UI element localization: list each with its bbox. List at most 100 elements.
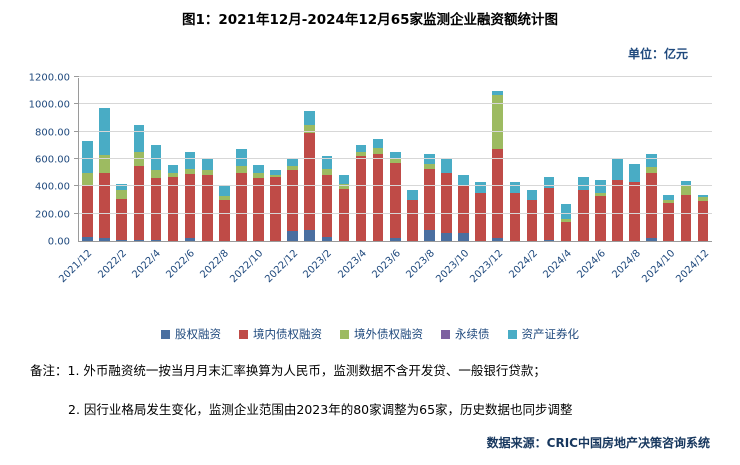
bar-segment <box>595 179 606 194</box>
bar-segment <box>560 204 572 220</box>
x-axis-label: 2023/8 <box>404 248 438 281</box>
bar-segment <box>304 111 316 125</box>
bar-segment <box>680 180 692 187</box>
x-axis-label: 2024/4 <box>541 248 575 281</box>
bar-2024/12 <box>697 194 709 241</box>
bar-2023/1 <box>304 111 316 241</box>
x-axis-label: 2023/10 <box>434 248 472 286</box>
bar-segment <box>321 236 333 241</box>
note-line-1: 备注：1. 外币融资统一按当月月末汇率换算为人民币，监测数据不含开发贷、一般银行… <box>30 363 546 378</box>
bar-segment <box>492 238 504 241</box>
legend-swatch <box>441 329 450 339</box>
y-axis-label: 1000.00 <box>28 99 70 111</box>
x-axis-label: 2022/10 <box>228 248 266 286</box>
bar-segment <box>372 138 384 149</box>
bar-segment <box>287 169 298 232</box>
bar-segment <box>99 154 110 173</box>
bar-2023/11 <box>475 182 487 241</box>
chart-legend: 股权融资 境内债权融资 境外债权融资 永续债 资产证券化 <box>0 326 740 342</box>
y-axis-label: 200.00 <box>35 209 70 221</box>
bar-segment <box>82 141 93 173</box>
bar-segment <box>543 176 555 188</box>
bar-segment <box>184 152 196 169</box>
legend-swatch <box>507 329 517 339</box>
legend-swatch <box>239 329 248 339</box>
bar-2024/1 <box>509 182 521 241</box>
y-tick <box>74 103 79 105</box>
x-axis-label: 2023/6 <box>370 248 403 281</box>
bar-segment <box>218 186 230 196</box>
gridline <box>79 212 712 214</box>
bar-segment <box>560 221 572 241</box>
bar-segment <box>646 153 657 168</box>
bar-segment <box>629 164 640 183</box>
gridline <box>79 185 712 187</box>
x-axis-label: 2021/12 <box>57 248 95 286</box>
bar-segment <box>116 239 128 241</box>
x-axis-label: 2024/12 <box>674 248 712 286</box>
legend-label: 永续债 <box>455 327 490 341</box>
gridline <box>79 76 712 77</box>
bar-segment <box>321 175 333 237</box>
x-axis-label: 2022/2 <box>95 248 129 281</box>
y-axis-label: 800.00 <box>35 127 70 139</box>
bars-container <box>79 78 712 241</box>
y-tick <box>74 158 79 159</box>
x-axis-label: 2023/12 <box>468 248 506 286</box>
y-tick <box>74 185 79 187</box>
bar-segment <box>287 231 298 241</box>
legend-swatch <box>161 329 170 339</box>
bar-segment <box>116 198 128 240</box>
bar-segment <box>338 183 350 190</box>
bar-segment <box>150 178 162 240</box>
y-tick <box>74 130 79 132</box>
bar-2024/2 <box>526 190 538 241</box>
bar-2022/7 <box>201 159 213 241</box>
bar-segment <box>167 164 179 173</box>
bar-segment <box>304 230 316 241</box>
bar-segment <box>150 145 162 170</box>
bar-segment <box>680 194 692 241</box>
chart-area: 0.00 200.00 400.00 600.00 800.00 1000.00 1200.… <box>12 70 724 308</box>
bar-segment <box>338 189 350 241</box>
legend-item: 股权融资 <box>161 326 221 342</box>
y-axis-label: 0.00 <box>47 236 70 248</box>
bar-2022/6 <box>184 152 196 241</box>
y-axis-label: 400.00 <box>35 181 70 193</box>
x-axis-label: 2022/12 <box>262 248 300 286</box>
bar-segment <box>133 165 145 240</box>
bar-segment <box>167 172 179 177</box>
bar-segment <box>338 175 350 184</box>
bar-2023/5 <box>372 138 384 241</box>
x-axis-label: 2024/10 <box>639 248 677 286</box>
bar-segment <box>646 238 657 241</box>
y-axis-label: 1200.00 <box>28 72 70 84</box>
bar-2024/5 <box>577 176 589 241</box>
bar-segment <box>526 190 538 200</box>
bar-2023/7 <box>407 190 418 241</box>
bar-segment <box>509 182 521 194</box>
bar-2022/12 <box>287 157 298 241</box>
bar-segment <box>441 172 452 233</box>
y-axis-label: 600.00 <box>35 154 70 166</box>
bar-segment <box>577 190 589 241</box>
bar-segment <box>389 152 401 160</box>
bar-segment <box>663 200 675 203</box>
bar-segment <box>184 168 196 175</box>
bar-2022/10 <box>253 164 264 241</box>
bar-segment <box>492 94 504 150</box>
bar-2022/1 <box>99 108 110 241</box>
bar-segment <box>99 172 110 239</box>
legend-label: 境内债权融资 <box>253 327 322 341</box>
y-tick <box>74 76 79 77</box>
bar-segment <box>697 201 709 241</box>
bar-segment <box>133 239 145 241</box>
bar-segment <box>424 153 435 165</box>
plot-area <box>74 76 712 242</box>
x-axis-label: 2024/8 <box>610 248 643 281</box>
legend-swatch <box>340 329 349 339</box>
bar-segment <box>526 200 538 241</box>
bar-segment <box>389 238 401 241</box>
bar-segment <box>201 159 213 170</box>
bar-2023/10 <box>458 175 469 241</box>
